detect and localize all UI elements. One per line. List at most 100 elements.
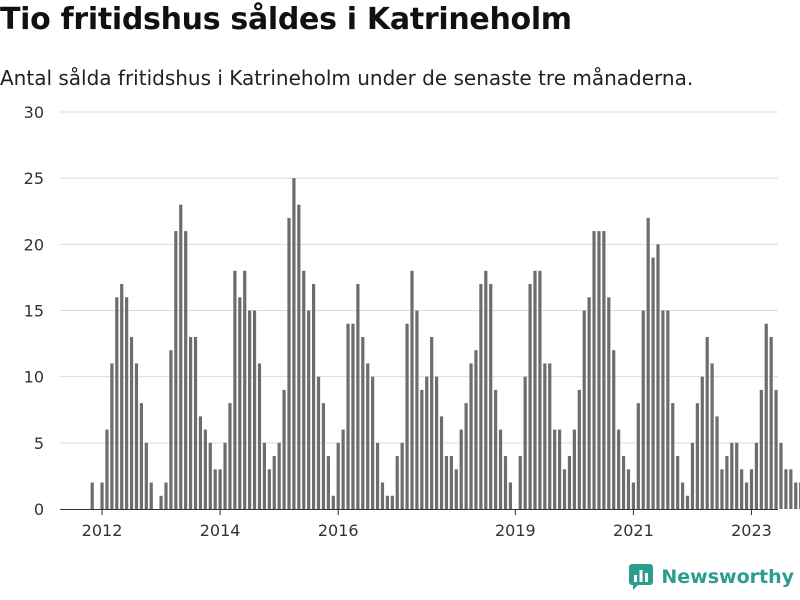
bar — [523, 376, 527, 509]
bar — [361, 336, 365, 509]
bar — [449, 456, 453, 509]
bar — [400, 442, 404, 509]
bar — [149, 482, 153, 509]
y-tick-label: 5 — [34, 434, 44, 453]
bar — [410, 270, 414, 509]
bar — [366, 363, 370, 509]
bar — [681, 482, 685, 509]
bar — [666, 310, 670, 509]
bar — [479, 284, 483, 509]
bar — [193, 336, 198, 509]
x-tick-label: 2014 — [200, 521, 241, 540]
bar — [641, 310, 645, 509]
bar — [602, 231, 606, 509]
bar — [607, 297, 611, 509]
bar — [439, 416, 444, 509]
bar — [676, 456, 680, 509]
bar — [661, 310, 665, 509]
bar — [626, 469, 631, 509]
bar — [125, 297, 129, 509]
bar — [120, 284, 124, 509]
bar — [631, 482, 635, 509]
bar — [272, 456, 276, 509]
chart-title: Tio fritidshus såldes i Katrineholm — [0, 2, 572, 37]
bar — [277, 442, 281, 509]
bar — [380, 482, 385, 509]
bar — [459, 429, 463, 509]
bar — [769, 336, 773, 509]
bar-chart-logo-icon — [629, 564, 654, 590]
x-tick-label: 2016 — [318, 521, 359, 540]
bar — [346, 323, 350, 509]
bar — [695, 403, 699, 509]
bar — [218, 469, 222, 509]
bar — [356, 284, 360, 509]
bar — [341, 429, 345, 509]
bar — [390, 495, 394, 509]
bar — [213, 469, 217, 509]
bar — [494, 389, 498, 509]
bar — [174, 231, 178, 509]
bar — [759, 389, 763, 509]
bar — [169, 350, 173, 509]
bar — [287, 217, 291, 509]
bar — [621, 456, 626, 509]
bar — [371, 376, 375, 509]
bar — [671, 403, 675, 509]
bar — [749, 469, 754, 509]
bar — [548, 363, 552, 509]
brand-logo: Newsworthy — [629, 564, 794, 590]
y-tick-label: 15 — [24, 302, 44, 321]
bar — [100, 482, 104, 509]
bar — [375, 442, 380, 509]
bar — [189, 336, 193, 509]
bar — [469, 363, 473, 509]
bar — [710, 363, 714, 509]
bar — [203, 429, 207, 509]
bar — [528, 284, 532, 509]
bar — [385, 495, 389, 509]
bar — [316, 376, 321, 509]
bar — [774, 389, 778, 509]
bar — [553, 429, 557, 509]
x-tick-label: 2021 — [613, 521, 654, 540]
bar — [425, 376, 429, 509]
gridlines — [60, 111, 778, 444]
chart-subtitle: Antal sålda fritidshus i Katrineholm und… — [0, 66, 694, 90]
bar — [754, 442, 758, 509]
bar — [90, 482, 94, 509]
bar — [587, 297, 591, 509]
bar — [302, 270, 306, 509]
bar — [617, 429, 621, 509]
bar — [651, 257, 655, 509]
bar — [252, 310, 257, 509]
bar — [700, 376, 704, 509]
bar — [321, 403, 326, 509]
bar — [262, 442, 266, 509]
bar — [636, 403, 640, 509]
bar — [735, 442, 739, 509]
bar — [297, 204, 301, 509]
bar — [725, 456, 729, 509]
bar — [646, 217, 650, 509]
bar — [351, 323, 355, 509]
bar — [705, 336, 709, 509]
y-tick-label: 20 — [24, 235, 44, 254]
x-tick-label: 2012 — [82, 521, 123, 540]
bar — [223, 442, 227, 509]
bar — [238, 297, 242, 509]
x-axis-tick-labels: 2012201420162019202120232025 — [82, 521, 772, 540]
bar — [395, 456, 399, 509]
bar — [656, 244, 660, 509]
bar — [257, 363, 262, 509]
x-tick-label: 2023 — [731, 521, 772, 540]
bar — [110, 363, 114, 509]
bar — [577, 389, 581, 509]
bar — [744, 482, 749, 509]
bar — [292, 178, 296, 510]
bar — [420, 389, 424, 509]
bar — [538, 270, 542, 509]
bar — [430, 336, 434, 509]
y-tick-label: 10 — [24, 368, 44, 387]
